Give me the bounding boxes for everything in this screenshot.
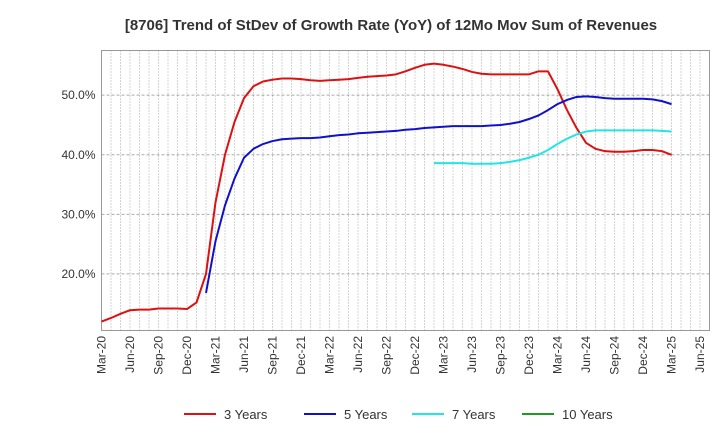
x-tick-label: Mar-24 (551, 336, 565, 374)
x-tick-label: Sep-21 (266, 336, 280, 375)
legend-label: 5 Years (344, 407, 388, 422)
x-tick-label: Mar-22 (323, 336, 337, 374)
x-tick-label: Dec-21 (294, 336, 308, 375)
x-tick-label: Dec-24 (636, 336, 650, 375)
legend-label: 10 Years (562, 407, 613, 422)
x-tick-label: Jun-22 (351, 336, 365, 373)
y-axis: 20.0% 30.0% 40.0% 50.0% (61, 88, 95, 281)
x-tick-label: Mar-20 (95, 336, 109, 374)
series-line-3-years (101, 62, 672, 323)
x-tick-label: Sep-20 (152, 336, 166, 375)
series-line-5-years (205, 95, 672, 294)
legend-label: 7 Years (452, 407, 496, 422)
y-tick-label: 50.0% (61, 88, 95, 102)
x-tick-label: Jun-25 (693, 336, 707, 373)
y-tick-label: 40.0% (61, 148, 95, 162)
x-tick-label: Jun-23 (465, 336, 479, 373)
x-tick-label: Jun-21 (237, 336, 251, 373)
x-tick-label: Sep-24 (608, 336, 622, 375)
y-tick-label: 30.0% (61, 207, 95, 221)
x-tick-label: Dec-20 (180, 336, 194, 375)
grid-lines (101, 50, 710, 331)
legend-label: 3 Years (224, 407, 268, 422)
x-tick-label: Mar-21 (209, 336, 223, 374)
legend: 3 Years 5 Years 7 Years 10 Years (184, 407, 613, 422)
x-axis: Mar-20 Jun-20 Sep-20 Dec-20 Mar-21 Jun-21 Sep-… (95, 336, 708, 375)
series-lines (101, 62, 672, 323)
x-tick-label: Dec-23 (522, 336, 536, 375)
x-tick-label: Sep-22 (380, 336, 394, 375)
x-tick-label: Dec-22 (408, 336, 422, 375)
plot-area-frame (101, 50, 710, 331)
x-tick-label: Jun-24 (579, 336, 593, 373)
x-tick-label: Mar-25 (665, 336, 679, 374)
chart-title: [8706] Trend of StDev of Growth Rate (Yo… (125, 17, 657, 34)
x-tick-label: Jun-20 (123, 336, 137, 373)
x-tick-label: Mar-23 (437, 336, 451, 374)
y-tick-label: 20.0% (61, 267, 95, 281)
series-line-7-years (434, 129, 672, 165)
x-tick-label: Sep-23 (494, 336, 508, 375)
